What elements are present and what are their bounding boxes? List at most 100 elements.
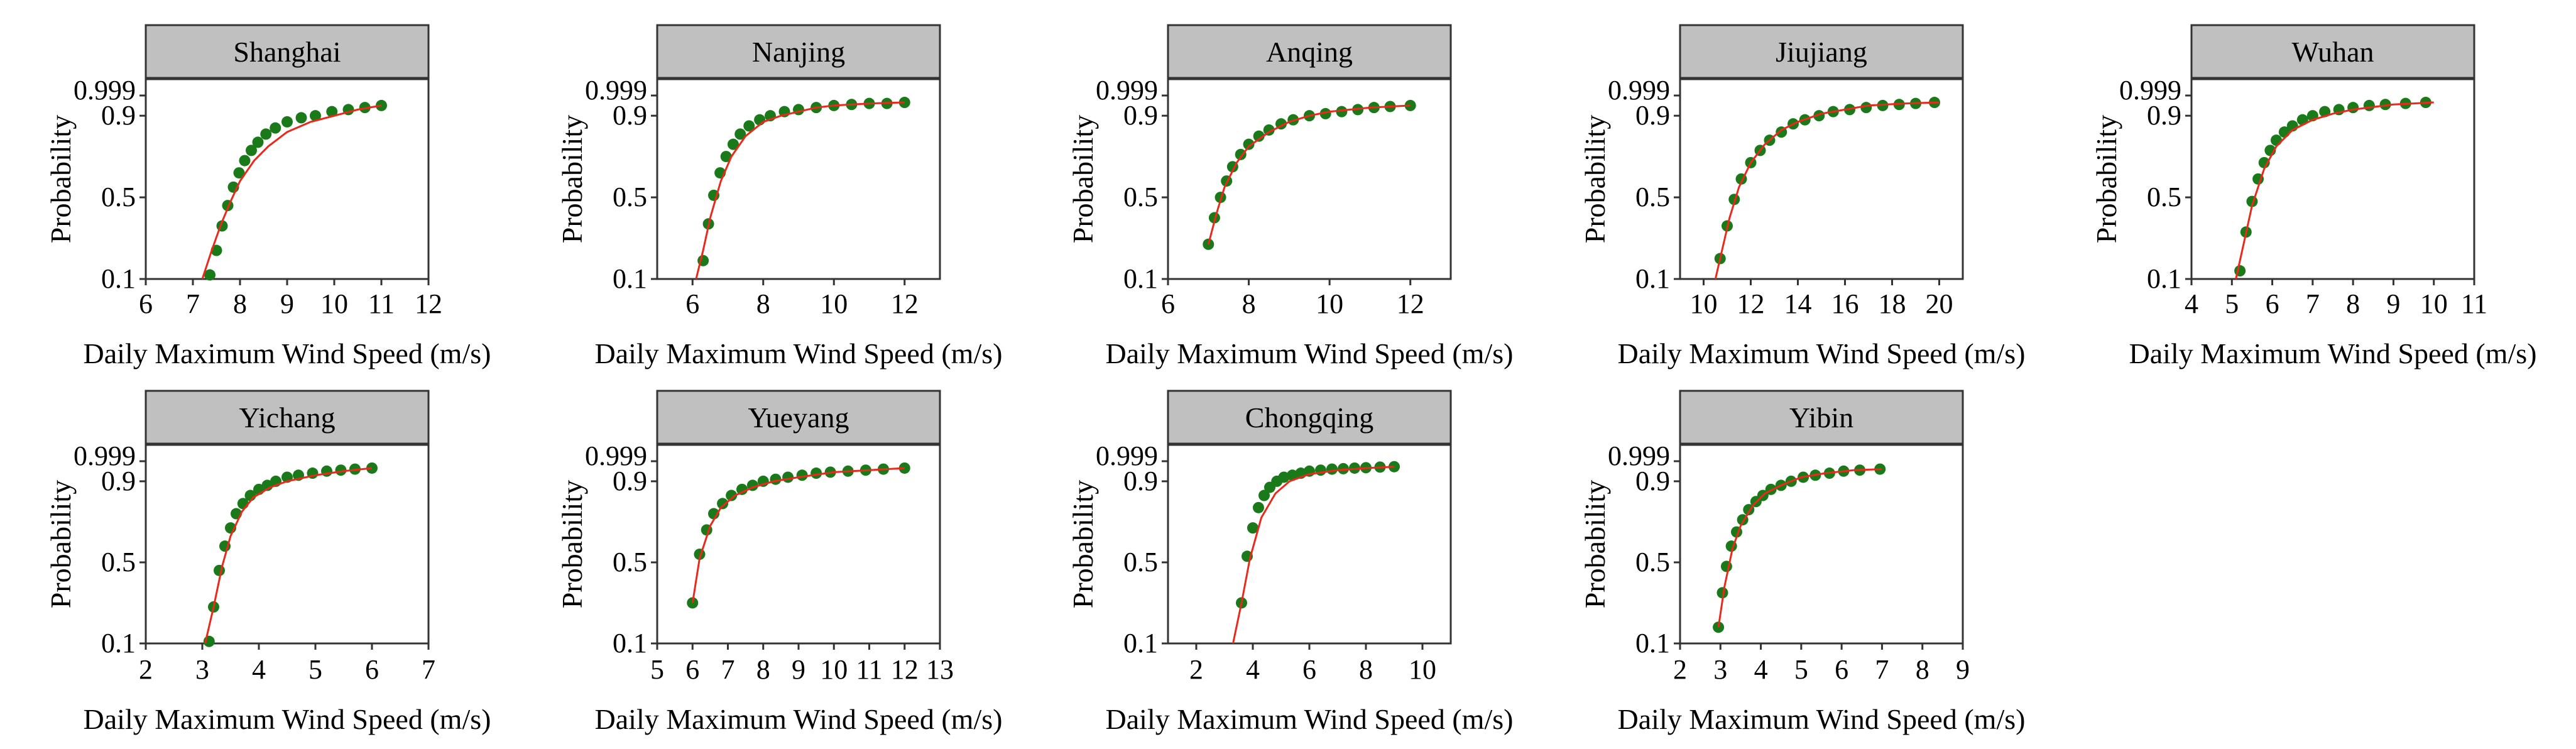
- x-tick-label: 10: [1409, 654, 1436, 685]
- x-tick-label: 4: [2185, 288, 2198, 319]
- data-point: [246, 145, 257, 156]
- y-tick-label: 0.999: [2119, 75, 2181, 106]
- x-tick-label: 2: [139, 654, 153, 685]
- plot-frame: [2190, 78, 2475, 280]
- x-tick-label: 6: [685, 654, 699, 685]
- y-axis-title: Probability: [2090, 115, 2122, 243]
- x-tick-label: 20: [1926, 288, 1953, 319]
- y-tick-label: 0.9: [613, 100, 647, 131]
- plot-frame: [145, 78, 430, 280]
- fit-line: [1717, 468, 1882, 628]
- panel-nanjing: Nanjing 0.1 0.5 0.90.999 6 8 10 12 Probability Da…: [556, 24, 1003, 369]
- panel-title: Yichang: [239, 402, 335, 434]
- strip-header: [1679, 24, 1964, 79]
- data-point: [2363, 99, 2375, 111]
- data-point: [1253, 501, 1264, 513]
- data-point: [734, 128, 746, 140]
- strip-header: [2190, 24, 2475, 79]
- panel-title: Wuhan: [2292, 36, 2374, 68]
- panel-yichang: Yichang 0.1 0.5 0.90.999 2 3 4 5 6 7 Probability Da…: [45, 390, 491, 735]
- x-tick-label: 11: [368, 288, 395, 319]
- fit-line: [1714, 101, 1940, 280]
- panel-title: Shanghai: [233, 36, 341, 68]
- y-axis-title: Probability: [45, 115, 77, 243]
- data-point: [2271, 134, 2282, 146]
- data-point: [717, 498, 729, 510]
- y-tick-label: 0.5: [1123, 182, 1158, 212]
- x-axis-title: Daily Maximum Wind Speed (m/s): [595, 337, 1003, 369]
- x-tick-label: 10: [1316, 288, 1343, 319]
- x-tick-label: 11: [2461, 288, 2487, 319]
- y-tick-label: 0.1: [1635, 263, 1670, 294]
- data-point: [233, 167, 245, 179]
- y-tick-label: 0.9: [613, 466, 647, 496]
- x-tick-label: 6: [365, 654, 379, 685]
- y-tick-label: 0.9: [1635, 466, 1670, 496]
- data-point: [727, 138, 739, 150]
- data-point: [204, 269, 216, 281]
- data-point: [1247, 522, 1258, 534]
- x-axis-title: Daily Maximum Wind Speed (m/s): [1618, 337, 2026, 369]
- data-point: [214, 564, 225, 576]
- data-point: [1326, 463, 1338, 475]
- x-axis-title: Daily Maximum Wind Speed (m/s): [1106, 703, 1514, 735]
- data-point: [1319, 107, 1331, 119]
- x-tick-label: 2: [1673, 654, 1687, 685]
- data-point: [310, 110, 321, 122]
- plot-frame: [145, 444, 430, 645]
- data-point: [793, 104, 804, 116]
- x-tick-label: 12: [891, 654, 919, 685]
- x-tick-label: 9: [280, 288, 294, 319]
- x-tick-label: 10: [820, 288, 848, 319]
- data-point: [2347, 102, 2359, 114]
- x-tick-label: 6: [685, 288, 699, 319]
- y-tick-label: 0.9: [101, 100, 136, 131]
- x-tick-label: 6: [1835, 654, 1848, 685]
- y-tick-label: 0.5: [613, 182, 647, 212]
- x-tick-label: 10: [820, 654, 848, 685]
- y-axis-title: Probability: [45, 480, 77, 608]
- data-point: [1338, 462, 1349, 474]
- data-point: [295, 112, 307, 124]
- x-tick-label: 13: [926, 654, 954, 685]
- plot-frame: [1679, 444, 1964, 645]
- y-tick-label: 0.1: [2147, 263, 2181, 294]
- plot-frame: [656, 78, 941, 280]
- data-point: [736, 483, 748, 495]
- x-axis-title: Daily Maximum Wind Speed (m/s): [84, 703, 491, 735]
- y-tick-label: 0.1: [613, 263, 647, 294]
- y-tick-label: 0.1: [101, 263, 136, 294]
- strip-header: [656, 24, 941, 79]
- data-point: [326, 106, 338, 118]
- y-tick-label: 0.999: [1096, 440, 1158, 471]
- y-tick-label: 0.5: [2147, 182, 2181, 212]
- panel-title: Yibin: [1789, 402, 1853, 434]
- x-tick-label: 9: [792, 654, 805, 685]
- data-point: [260, 128, 272, 140]
- y-tick-label: 0.1: [1635, 628, 1670, 659]
- y-tick-label: 0.9: [1123, 466, 1158, 496]
- x-tick-label: 12: [1397, 288, 1424, 319]
- x-axis-title: Daily Maximum Wind Speed (m/s): [2129, 337, 2537, 369]
- strip-header: [145, 24, 430, 79]
- y-tick-label: 0.5: [101, 182, 136, 212]
- x-tick-label: 4: [1754, 654, 1768, 685]
- data-point: [2379, 99, 2391, 111]
- panel-shanghai: Shanghai 0.1 0.5 0.90.999 6 7 8 9 10 11 12 Probabil…: [45, 24, 491, 369]
- data-point: [726, 489, 738, 501]
- y-tick-label: 0.9: [1123, 100, 1158, 131]
- data-point: [1235, 148, 1247, 160]
- strip-header: [1167, 24, 1452, 79]
- x-tick-label: 8: [1359, 654, 1373, 685]
- x-tick-label: 6: [2266, 288, 2279, 319]
- y-tick-label: 0.999: [1608, 75, 1670, 106]
- x-tick-label: 3: [1713, 654, 1727, 685]
- x-tick-label: 11: [856, 654, 882, 685]
- x-tick-label: 7: [721, 654, 735, 685]
- y-axis-title: Probability: [556, 480, 588, 608]
- y-axis-title: Probability: [1579, 115, 1611, 243]
- x-tick-label: 7: [1875, 654, 1889, 685]
- y-tick-label: 0.999: [585, 440, 647, 471]
- x-tick-label: 18: [1879, 288, 1906, 319]
- y-axis-title: Probability: [1579, 480, 1611, 608]
